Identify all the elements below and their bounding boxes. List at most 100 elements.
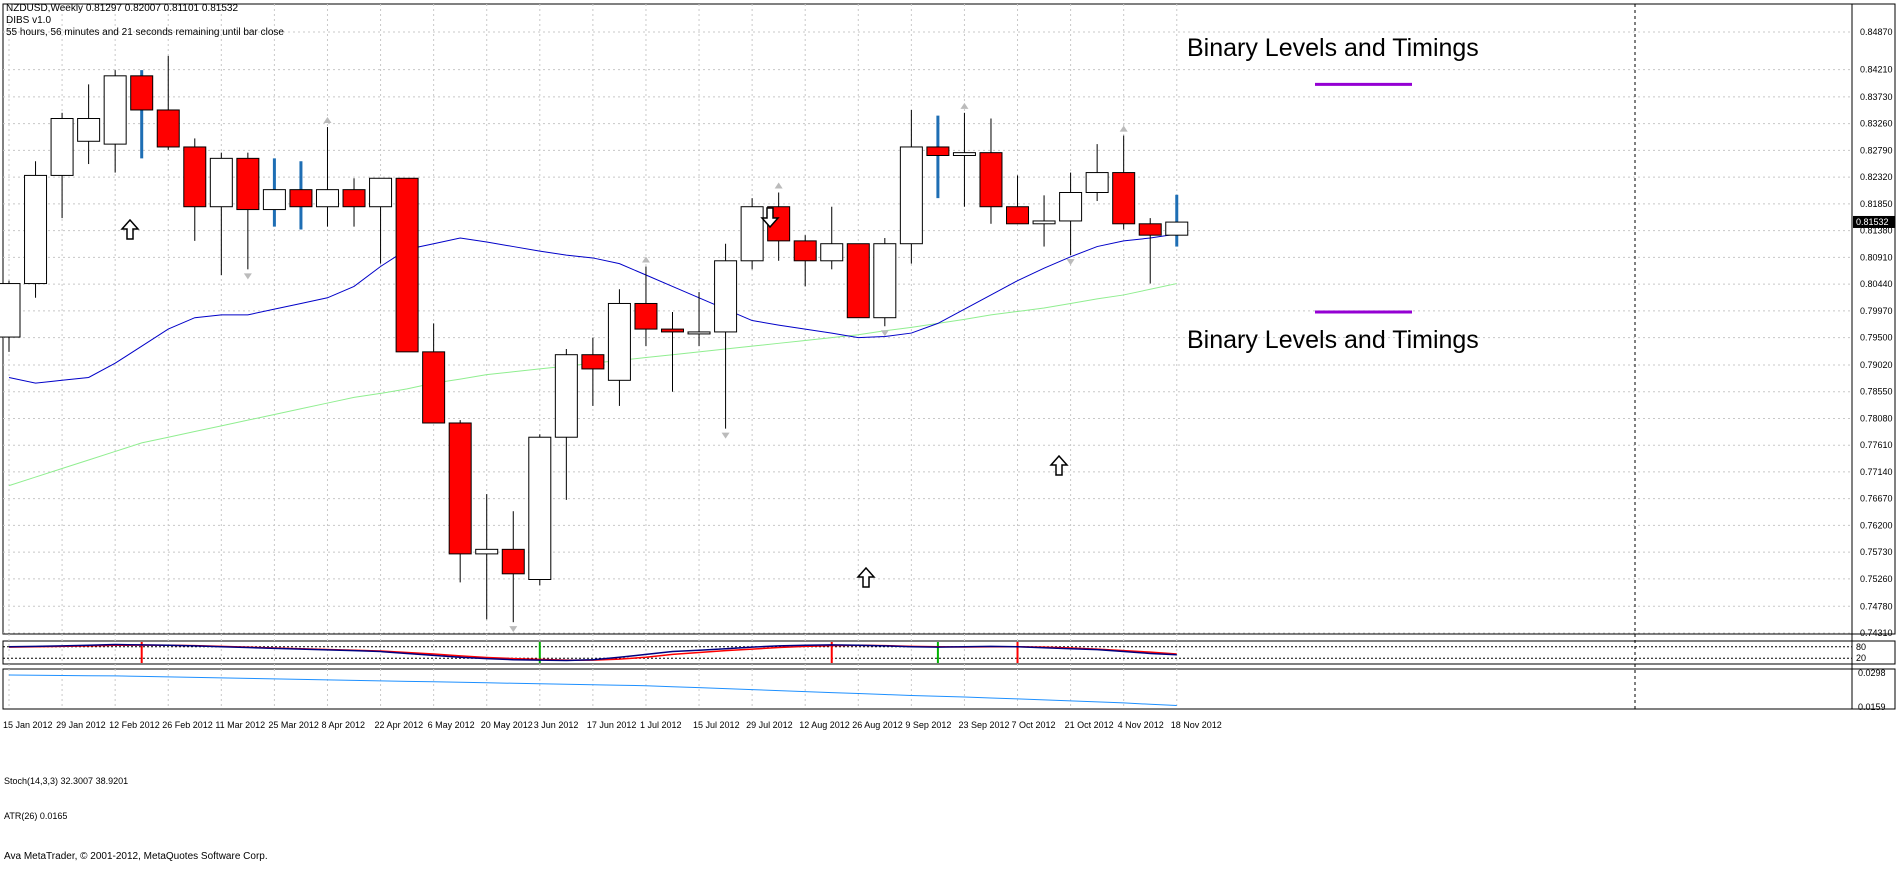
y-tick-label: 0.79970 bbox=[1860, 306, 1893, 316]
stoch-pane-frame bbox=[2, 640, 1896, 665]
x-tick-label: 20 May 2012 bbox=[481, 720, 533, 730]
fractal-down-icon bbox=[721, 432, 730, 439]
candle-body bbox=[1085, 172, 1109, 193]
candle-body bbox=[607, 302, 631, 381]
y-tick-label: 0.84210 bbox=[1860, 65, 1893, 75]
candle-body bbox=[554, 354, 578, 438]
main-pane-frame bbox=[2, 3, 1896, 635]
y-tick-label: 0.78550 bbox=[1860, 387, 1893, 397]
y-tick-label: 0.77140 bbox=[1860, 467, 1893, 477]
stoch-main-line bbox=[8, 643, 1177, 662]
candle-body bbox=[50, 118, 74, 176]
candle-body bbox=[395, 177, 419, 353]
candle-body bbox=[1006, 206, 1030, 225]
x-tick-label: 8 Apr 2012 bbox=[321, 720, 365, 730]
x-tick-label: 11 Mar 2012 bbox=[215, 720, 265, 730]
x-tick-label: 6 May 2012 bbox=[428, 720, 475, 730]
candle-body bbox=[926, 146, 950, 157]
x-tick-label: 23 Sep 2012 bbox=[958, 720, 1009, 730]
atr-label: ATR(26) 0.0165 bbox=[4, 811, 68, 821]
fractal-down-icon bbox=[509, 626, 518, 633]
candle-body bbox=[369, 177, 393, 208]
candle-body bbox=[130, 75, 154, 111]
x-tick-label: 17 Jun 2012 bbox=[587, 720, 637, 730]
candle-body bbox=[422, 351, 446, 424]
y-tick-label: 0.74780 bbox=[1860, 601, 1893, 611]
x-tick-label: 22 Apr 2012 bbox=[375, 720, 424, 730]
candle-body bbox=[1112, 172, 1136, 225]
candle-body bbox=[342, 189, 366, 208]
candle-body bbox=[156, 109, 180, 148]
candle-body bbox=[793, 240, 817, 262]
y-tick-label: 0.79020 bbox=[1860, 360, 1893, 370]
candle-body bbox=[183, 146, 207, 208]
y-tick-label: 0.76670 bbox=[1860, 494, 1893, 504]
y-tick-label: 0.79500 bbox=[1860, 333, 1893, 343]
y-tick-label: 0.76200 bbox=[1860, 520, 1893, 530]
bar-timer: 55 hours, 56 minutes and 21 seconds rema… bbox=[6, 27, 284, 38]
y-tick-label: 0.80910 bbox=[1860, 252, 1893, 262]
x-tick-label: 18 Nov 2012 bbox=[1171, 720, 1222, 730]
x-tick-label: 9 Sep 2012 bbox=[905, 720, 951, 730]
stoch-tick-label: 20 bbox=[1856, 653, 1866, 663]
up-arrow-icon bbox=[856, 566, 876, 588]
up-arrow-icon bbox=[1049, 454, 1069, 476]
candle-body bbox=[714, 260, 738, 333]
y-tick-label: 0.83730 bbox=[1860, 92, 1893, 102]
x-tick-label: 1 Jul 2012 bbox=[640, 720, 682, 730]
current-price-tag bbox=[1853, 215, 1895, 228]
atr-line bbox=[8, 674, 1177, 707]
atr-tick-label: 0.0159 bbox=[1858, 702, 1886, 712]
x-tick-label: 15 Jul 2012 bbox=[693, 720, 740, 730]
y-tick-label: 0.75730 bbox=[1860, 547, 1893, 557]
candle-body bbox=[740, 206, 764, 262]
down-arrow-icon bbox=[760, 207, 780, 229]
ma-fast-line bbox=[8, 233, 1177, 384]
candle-body bbox=[289, 189, 313, 208]
candle-body bbox=[1165, 221, 1189, 236]
candle-body bbox=[979, 152, 1003, 208]
atr-tick-label: 0.0298 bbox=[1858, 668, 1886, 678]
candle-body bbox=[0, 283, 21, 338]
candle-body bbox=[687, 331, 711, 335]
atr-pane-frame bbox=[2, 668, 1896, 710]
candle-body bbox=[952, 152, 976, 157]
x-tick-label: 3 Jun 2012 bbox=[534, 720, 579, 730]
candle-body bbox=[475, 548, 499, 555]
x-tick-label: 25 Mar 2012 bbox=[268, 720, 319, 730]
y-tick-label: 0.83260 bbox=[1860, 119, 1893, 129]
x-tick-label: 4 Nov 2012 bbox=[1118, 720, 1164, 730]
fractal-up-icon bbox=[960, 102, 969, 109]
y-tick-label: 0.82320 bbox=[1860, 172, 1893, 182]
candle-body bbox=[1059, 191, 1083, 222]
y-tick-label: 0.77610 bbox=[1860, 440, 1893, 450]
x-tick-label: 26 Aug 2012 bbox=[852, 720, 903, 730]
binary-levels-label-top: Binary Levels and Timings bbox=[1187, 34, 1479, 62]
y-tick-label: 0.78080 bbox=[1860, 413, 1893, 423]
candle-body bbox=[448, 422, 472, 555]
x-tick-label: 12 Aug 2012 bbox=[799, 720, 850, 730]
fractal-up-icon bbox=[774, 182, 783, 189]
fractal-up-icon bbox=[641, 256, 650, 263]
candle-body bbox=[873, 243, 897, 319]
y-tick-label: 0.84870 bbox=[1860, 27, 1893, 37]
fractal-down-icon bbox=[243, 273, 252, 280]
x-tick-label: 12 Feb 2012 bbox=[109, 720, 160, 730]
candle-body bbox=[103, 75, 127, 145]
indicator-name: DIBS v1.0 bbox=[6, 15, 52, 26]
fractal-down-icon bbox=[880, 330, 889, 337]
stoch-label: Stoch(14,3,3) 32.3007 38.9201 bbox=[4, 776, 129, 786]
y-tick-label: 0.74310 bbox=[1860, 628, 1893, 638]
y-tick-label: 0.80440 bbox=[1860, 279, 1893, 289]
candle-body bbox=[528, 436, 552, 581]
candle-body bbox=[77, 118, 101, 142]
candle-body bbox=[236, 157, 260, 211]
fractal-up-icon bbox=[1119, 125, 1128, 132]
binary-levels-label-bottom: Binary Levels and Timings bbox=[1187, 326, 1479, 354]
candle-body bbox=[262, 189, 286, 211]
candle-body bbox=[581, 354, 605, 370]
current-price-value: 0.81532 bbox=[1856, 217, 1889, 227]
candle-body bbox=[24, 174, 48, 285]
